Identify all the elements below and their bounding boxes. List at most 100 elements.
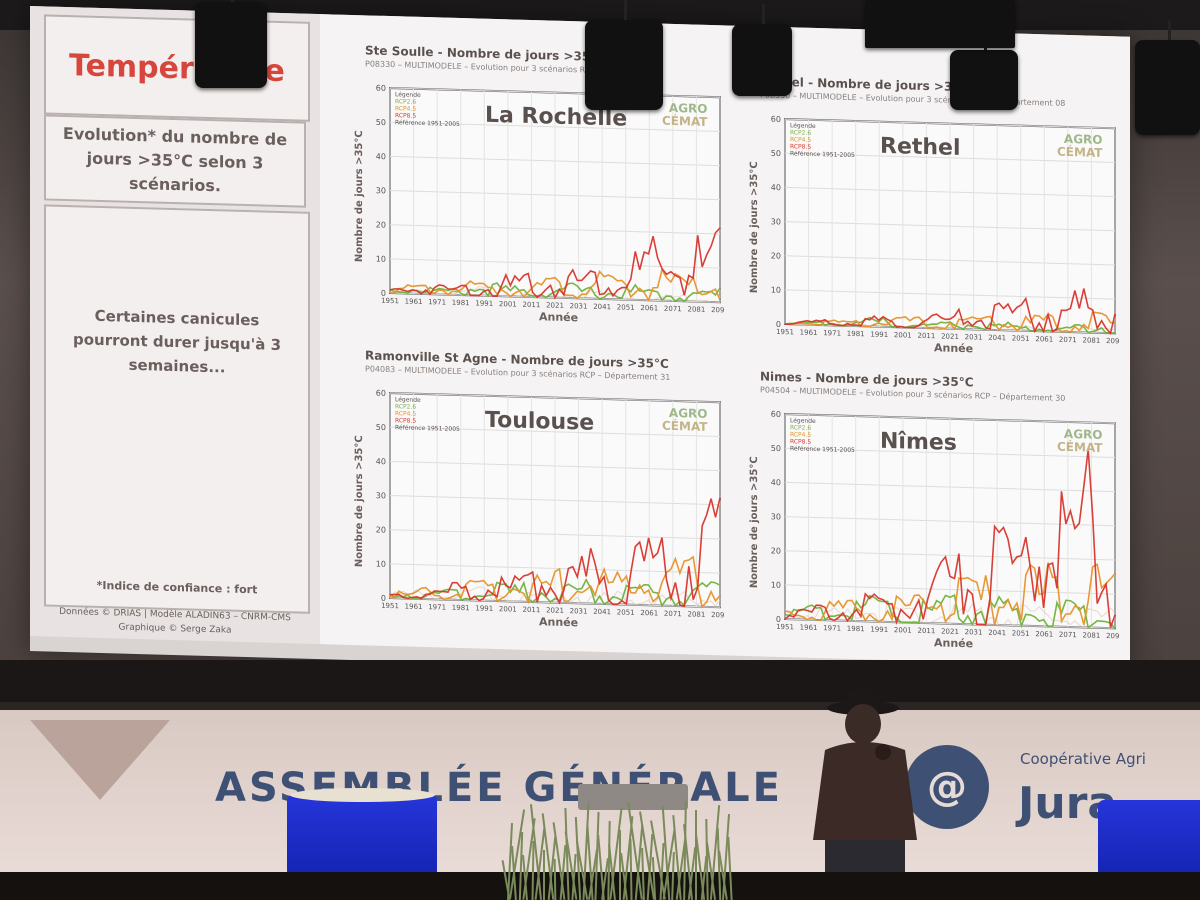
y-axis-label: Nombre de jours >35°C: [749, 456, 760, 589]
series-line-rcp2-6: [389, 282, 721, 303]
y-tick-label: 60: [376, 84, 386, 93]
x-tick-label: 2001: [499, 300, 517, 308]
series-line-rcp4-5: [784, 311, 1116, 333]
x-tick-label: 2031: [965, 333, 983, 341]
x-tick-label: 2041: [988, 629, 1006, 637]
x-tick-label: 2081: [688, 305, 706, 313]
y-tick-label: 40: [771, 478, 781, 487]
x-tick-label: 1961: [800, 328, 818, 336]
y-tick-label: 20: [771, 251, 781, 260]
agro-cemat-logo: AGRO CÉMAT: [662, 406, 708, 434]
x-tick-label: 2071: [664, 305, 682, 313]
x-tick-label: 2001: [894, 626, 912, 634]
x-tick-label: 2051: [617, 608, 635, 616]
x-axis-label: Année: [539, 310, 579, 325]
city-label: Toulouse: [485, 407, 595, 436]
x-tick-label: 1981: [847, 330, 865, 338]
y-tick-label: 30: [376, 186, 386, 195]
slide-quote: Certaines canicules pourront durer jusqu…: [72, 306, 282, 377]
x-tick-label: 1971: [428, 603, 446, 611]
x-tick-label: 2001: [499, 605, 517, 613]
stage-light: [950, 30, 1018, 110]
agro-cemat-logo: AGRO CÉMAT: [1057, 427, 1103, 455]
agro-cemat-logo: AGRO CÉMAT: [662, 101, 708, 129]
x-tick-label: 2051: [617, 303, 635, 311]
x-tick-label: 2031: [570, 302, 588, 310]
lighting-truss: [865, 0, 1015, 48]
y-tick-label: 10: [771, 581, 781, 590]
series-line-rcp8-5: [389, 227, 721, 300]
x-tick-label: 1991: [475, 299, 493, 307]
stage-light: [585, 0, 663, 110]
y-tick-label: 40: [376, 152, 386, 161]
x-tick-label: 2081: [1083, 336, 1101, 344]
x-tick-label: 1961: [800, 623, 818, 631]
series-line-rcp4-5: [390, 267, 721, 302]
series-line-r-f-rence-1951-2005: [784, 601, 1116, 629]
grass-blade: [531, 840, 535, 900]
grass-blade: [629, 838, 633, 900]
y-tick-label: 0: [381, 594, 386, 603]
grass-blade: [671, 851, 676, 900]
y-axis-label: Nombre de jours >35°C: [354, 130, 365, 263]
series-line-rcp8-5: [389, 497, 721, 608]
x-tick-label: 2091: [1106, 632, 1120, 640]
coop-logo-icon: @: [905, 745, 989, 829]
x-tick-label: 2031: [570, 607, 588, 615]
x-tick-label: 2071: [1059, 336, 1077, 344]
y-axis-label: Nombre de jours >35°C: [749, 161, 760, 294]
x-tick-label: 2041: [593, 303, 611, 311]
brand-bottom: CÉMAT: [662, 113, 708, 129]
x-tick-label: 2071: [664, 610, 682, 618]
x-tick-label: 2091: [1106, 337, 1120, 345]
chart-legend: Légende RCP2.6 RCP4.5 RCP8.5 Référence 1951-…: [790, 417, 855, 454]
y-tick-label: 0: [776, 615, 781, 624]
stage-edge: [0, 660, 1200, 702]
y-tick-label: 40: [771, 183, 781, 192]
banner-chevron: [30, 720, 170, 800]
y-tick-label: 50: [771, 444, 781, 453]
brand-bottom: CÉMAT: [1057, 144, 1103, 160]
grass-blade: [727, 836, 733, 900]
series-line-rcp4-5: [784, 562, 1116, 626]
y-tick-label: 50: [771, 149, 781, 158]
x-tick-label: 2011: [523, 606, 541, 614]
lectern: [578, 784, 688, 810]
x-tick-label: 1951: [776, 328, 794, 336]
y-tick-label: 30: [771, 512, 781, 521]
x-tick-label: 2071: [1059, 631, 1077, 639]
x-tick-label: 2031: [965, 628, 983, 636]
stage-light: [732, 4, 792, 96]
series-line-rcp8-5: [784, 449, 1116, 628]
speaker-person: [813, 690, 917, 900]
x-tick-label: 2081: [688, 610, 706, 618]
chart-legend: Légende RCP2.6 RCP4.5 RCP8.5 Référence 1951-…: [790, 122, 855, 159]
x-tick-label: 2081: [1083, 631, 1101, 639]
grass-blade: [554, 858, 557, 900]
x-tick-label: 2061: [1035, 630, 1053, 638]
series-line-r-f-rence-1951-2005: [389, 586, 721, 607]
x-tick-label: 1991: [870, 625, 888, 633]
y-tick-label: 10: [771, 286, 781, 295]
table-top-left: [290, 788, 435, 802]
y-tick-label: 30: [771, 217, 781, 226]
x-tick-label: 2011: [918, 332, 936, 340]
y-tick-label: 0: [776, 320, 781, 329]
series-line-rcp2-6: [389, 577, 721, 608]
x-tick-label: 1971: [823, 624, 841, 632]
grass-planter: [501, 800, 735, 900]
y-tick-label: 30: [376, 491, 386, 500]
x-tick-label: 1961: [405, 297, 423, 305]
chart-la-rochelle: Ste Soulle - Nombre de jours >35°C P08330…: [330, 14, 725, 325]
y-tick-label: 60: [376, 389, 386, 398]
x-tick-label: 2021: [546, 606, 564, 614]
projection-screen: Température Evolution* du nombre de jour…: [30, 6, 1130, 682]
y-tick-label: 0: [381, 289, 386, 298]
y-tick-label: 20: [376, 525, 386, 534]
y-tick-label: 60: [771, 115, 781, 124]
x-tick-label: 1981: [452, 299, 470, 307]
x-tick-label: 1951: [381, 297, 399, 305]
grass-blade: [695, 810, 697, 900]
x-tick-label: 1991: [475, 604, 493, 612]
city-label: Rethel: [880, 133, 961, 161]
